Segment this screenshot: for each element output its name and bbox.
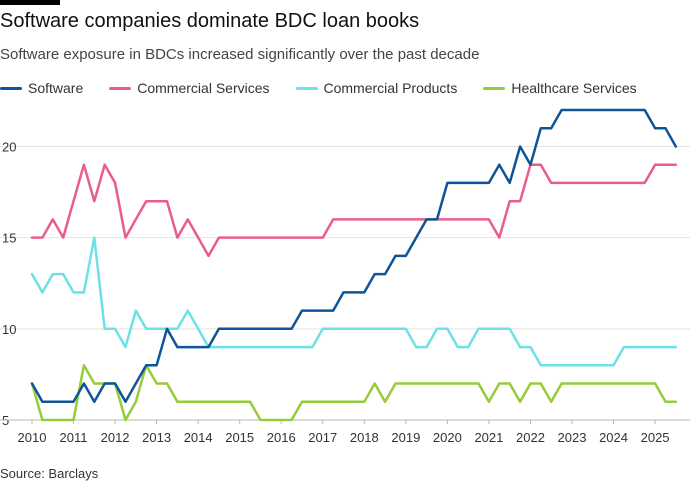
x-tick-label-2021: 2021: [474, 430, 503, 445]
x-tick-label-2017: 2017: [308, 430, 337, 445]
x-tick-label-2019: 2019: [391, 430, 420, 445]
series-line-healthcare-services: [30, 364, 678, 422]
y-tick-label-20: 20: [2, 139, 16, 154]
legend-item-software: Software: [0, 80, 83, 96]
x-tick-label-2012: 2012: [101, 430, 130, 445]
legend-swatch-commercial-products: [295, 86, 318, 90]
chart-legend: Software Commercial Services Commercial …: [0, 80, 637, 96]
x-tick-label-2014: 2014: [184, 430, 213, 445]
legend-item-healthcare-services: Healthcare Services: [483, 80, 637, 96]
x-tick-label-2016: 2016: [267, 430, 296, 445]
x-tick-label-2013: 2013: [142, 430, 171, 445]
legend-swatch-software: [0, 86, 22, 90]
x-tick-label-2022: 2022: [516, 430, 545, 445]
x-tick-label-2018: 2018: [350, 430, 379, 445]
x-tick-label-2010: 2010: [18, 430, 47, 445]
legend-item-commercial-services: Commercial Services: [109, 80, 270, 96]
series-line-commercial-services: [30, 163, 678, 258]
x-tick-label-2011: 2011: [60, 430, 88, 445]
legend-label-healthcare-services: Healthcare Services: [511, 80, 637, 96]
legend-item-commercial-products: Commercial Products: [295, 80, 458, 96]
legend-swatch-healthcare-services: [483, 86, 506, 90]
series-line-commercial-products: [30, 236, 678, 367]
x-tick-label-2015: 2015: [225, 430, 254, 445]
legend-label-software: Software: [28, 80, 84, 96]
x-tick-label-2020: 2020: [433, 430, 462, 445]
legend-label-commercial-products: Commercial Products: [323, 80, 458, 96]
header-accent-bar: [0, 0, 60, 5]
legend-swatch-commercial-services: [109, 86, 132, 90]
legend-label-commercial-services: Commercial Services: [137, 80, 270, 96]
chart-source: Source: Barclays: [0, 466, 99, 481]
x-tick-label-2025: 2025: [641, 430, 670, 445]
y-tick-label-15: 15: [2, 231, 16, 246]
x-tick-label-2023: 2023: [558, 430, 587, 445]
series-line-software: [30, 108, 678, 404]
chart-subtitle: Software exposure in BDCs increased sign…: [0, 46, 480, 63]
chart-title: Software companies dominate BDC loan boo…: [0, 10, 420, 32]
y-tick-label-10: 10: [2, 322, 16, 337]
x-tick-label-2024: 2024: [599, 430, 628, 445]
